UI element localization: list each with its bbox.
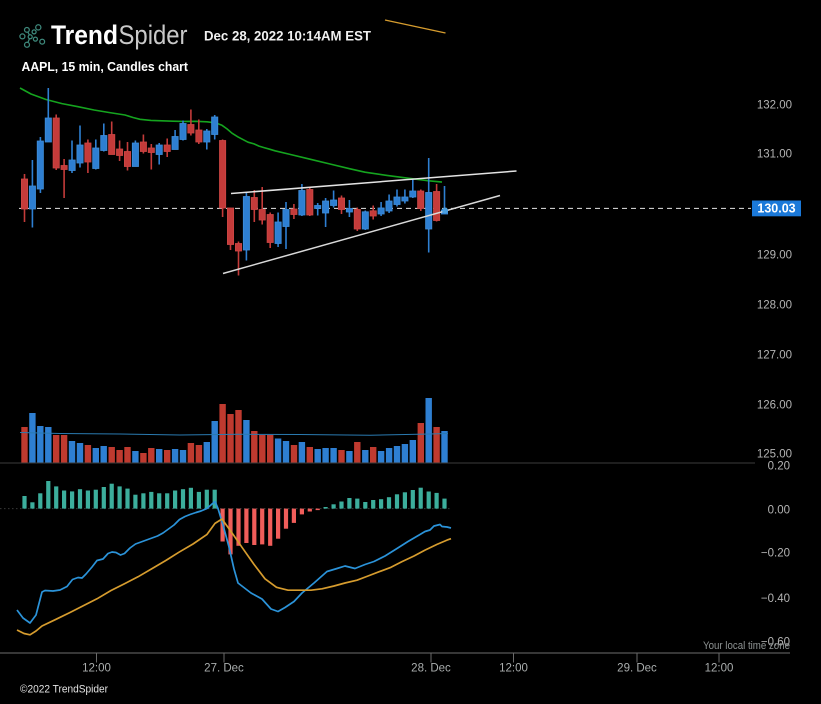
svg-text:Trend: Trend: [51, 20, 118, 50]
svg-text:0.00: 0.00: [768, 504, 790, 516]
svg-text:−0.40: −0.40: [761, 593, 790, 605]
svg-text:12:00: 12:00: [82, 663, 111, 675]
svg-text:©2022 TrendSpider: ©2022 TrendSpider: [20, 684, 108, 696]
svg-text:12:00: 12:00: [705, 663, 734, 675]
svg-text:130.03: 130.03: [757, 202, 795, 216]
svg-text:132.00: 132.00: [757, 99, 792, 111]
svg-text:27. Dec: 27. Dec: [204, 663, 244, 675]
svg-text:−0.60: −0.60: [761, 636, 790, 648]
svg-text:0.20: 0.20: [768, 460, 790, 472]
svg-text:28. Dec: 28. Dec: [411, 663, 451, 675]
svg-text:126.00: 126.00: [757, 399, 792, 411]
svg-text:129.00: 129.00: [757, 249, 792, 261]
svg-text:Spider: Spider: [119, 20, 188, 50]
svg-text:125.00: 125.00: [757, 449, 792, 461]
svg-text:29. Dec: 29. Dec: [617, 663, 657, 675]
svg-text:131.00: 131.00: [757, 149, 792, 161]
svg-text:Your local time zone: Your local time zone: [703, 640, 790, 652]
svg-text:128.00: 128.00: [757, 299, 792, 311]
svg-text:−0.20: −0.20: [761, 548, 790, 560]
svg-text:12:00: 12:00: [499, 663, 528, 675]
svg-text:Dec 28, 2022 10:14AM EST: Dec 28, 2022 10:14AM EST: [204, 28, 371, 44]
svg-text:AAPL, 15 min, Candles chart: AAPL, 15 min, Candles chart: [22, 59, 189, 74]
svg-text:127.00: 127.00: [757, 349, 792, 361]
